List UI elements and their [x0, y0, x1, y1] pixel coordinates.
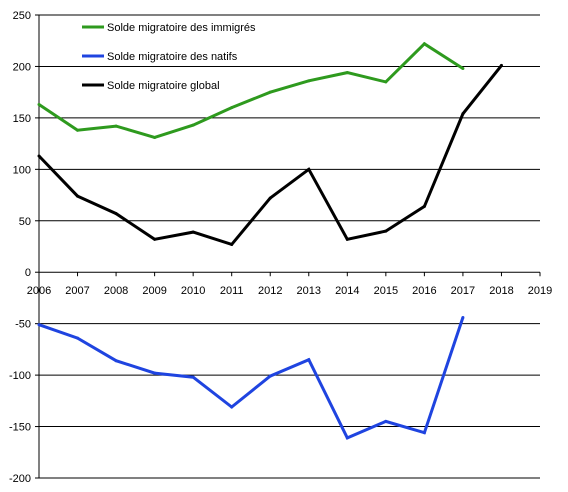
series-0-point-2017	[461, 67, 465, 71]
series-1-point-2006	[37, 323, 41, 327]
series-1-point-2014	[345, 436, 349, 440]
y-tick-label-50: 50	[19, 216, 31, 228]
series-line-1	[38, 317, 465, 440]
series-0-point-2006	[37, 103, 41, 107]
series-0-point-2009	[153, 135, 157, 139]
x-tick-label-2014: 2014	[335, 285, 359, 297]
x-tick-label-2006: 2006	[27, 285, 51, 297]
x-tick-label-2017: 2017	[451, 285, 475, 297]
series-lines	[37, 41, 503, 440]
series-0-point-2013	[307, 79, 311, 83]
axes	[35, 14, 541, 479]
series-1-point-2012	[268, 374, 272, 378]
x-tick-label-2016: 2016	[412, 285, 436, 297]
y-tick-label--200: -200	[9, 473, 31, 485]
series-line-0	[38, 41, 464, 139]
legend-label-0: Solde migratoire des immigrés	[107, 22, 256, 34]
series-2-point-2017	[461, 112, 465, 116]
series-0-point-2012	[268, 90, 272, 94]
series-2-point-2008	[114, 212, 118, 216]
y-tick-label--50: -50	[15, 319, 31, 331]
series-1-point-2007	[76, 336, 80, 340]
series-0-point-2007	[76, 128, 80, 132]
x-tick-label-2018: 2018	[489, 285, 513, 297]
series-1-point-2009	[153, 371, 157, 375]
series-2-point-2012	[268, 196, 272, 200]
series-2-point-2006	[37, 154, 41, 158]
series-0-point-2014	[345, 71, 349, 75]
series-1-point-2017	[461, 315, 465, 319]
series-0-point-2010	[191, 123, 195, 127]
series-2-point-2011	[230, 242, 234, 246]
legend-label-1: Solde migratoire des natifs	[107, 51, 238, 63]
series-2-point-2010	[191, 230, 195, 234]
series-2-point-2014	[345, 237, 349, 241]
y-tick-label--100: -100	[9, 370, 31, 382]
x-tick-labels: 2006 2007 2008 2009 2010 2011 2012 2013 2014 2015…	[27, 285, 552, 297]
y-tick-label-250: 250	[13, 10, 31, 22]
x-tick-label-2009: 2009	[142, 285, 166, 297]
series-1-point-2016	[422, 431, 426, 435]
x-tick-label-2008: 2008	[104, 285, 128, 297]
x-tick-label-2007: 2007	[65, 285, 89, 297]
y-tick-label-200: 200	[13, 61, 31, 73]
series-1-point-2008	[114, 359, 118, 363]
series-2-point-2018	[499, 63, 503, 67]
series-2-point-2016	[422, 204, 426, 208]
y-tick-label-0: 0	[25, 267, 31, 279]
y-tick-label-100: 100	[13, 164, 31, 176]
series-1-point-2013	[307, 358, 311, 362]
series-0-point-2011	[230, 106, 234, 110]
series-2-point-2009	[153, 237, 157, 241]
series-0-point-2008	[114, 124, 118, 128]
series-0-point-2016	[422, 42, 426, 46]
series-2-point-2013	[307, 167, 311, 171]
x-tick-label-2019: 2019	[528, 285, 552, 297]
x-tick-label-2012: 2012	[258, 285, 282, 297]
y-tick-label-150: 150	[13, 113, 31, 125]
x-tick-label-2011: 2011	[220, 285, 244, 297]
series-1-point-2015	[384, 419, 388, 423]
series-1-point-2010	[191, 375, 195, 379]
y-tick-label--150: -150	[9, 422, 31, 434]
legend-label-2: Solde migratoire global	[107, 80, 220, 92]
y-tick-labels: 250 200 150 100 50 0 -50 -100 -150 -200	[9, 10, 31, 485]
series-2-point-2007	[76, 194, 80, 198]
series-2-point-2015	[384, 229, 388, 233]
x-tick-label-2015: 2015	[374, 285, 398, 297]
series-1-point-2011	[230, 405, 234, 409]
x-tick-label-2013: 2013	[297, 285, 321, 297]
series-0-point-2015	[384, 80, 388, 84]
legend: Solde migratoire des immigrés Solde migra…	[82, 22, 256, 92]
gridlines	[39, 14, 540, 479]
x-tick-label-2010: 2010	[181, 285, 205, 297]
